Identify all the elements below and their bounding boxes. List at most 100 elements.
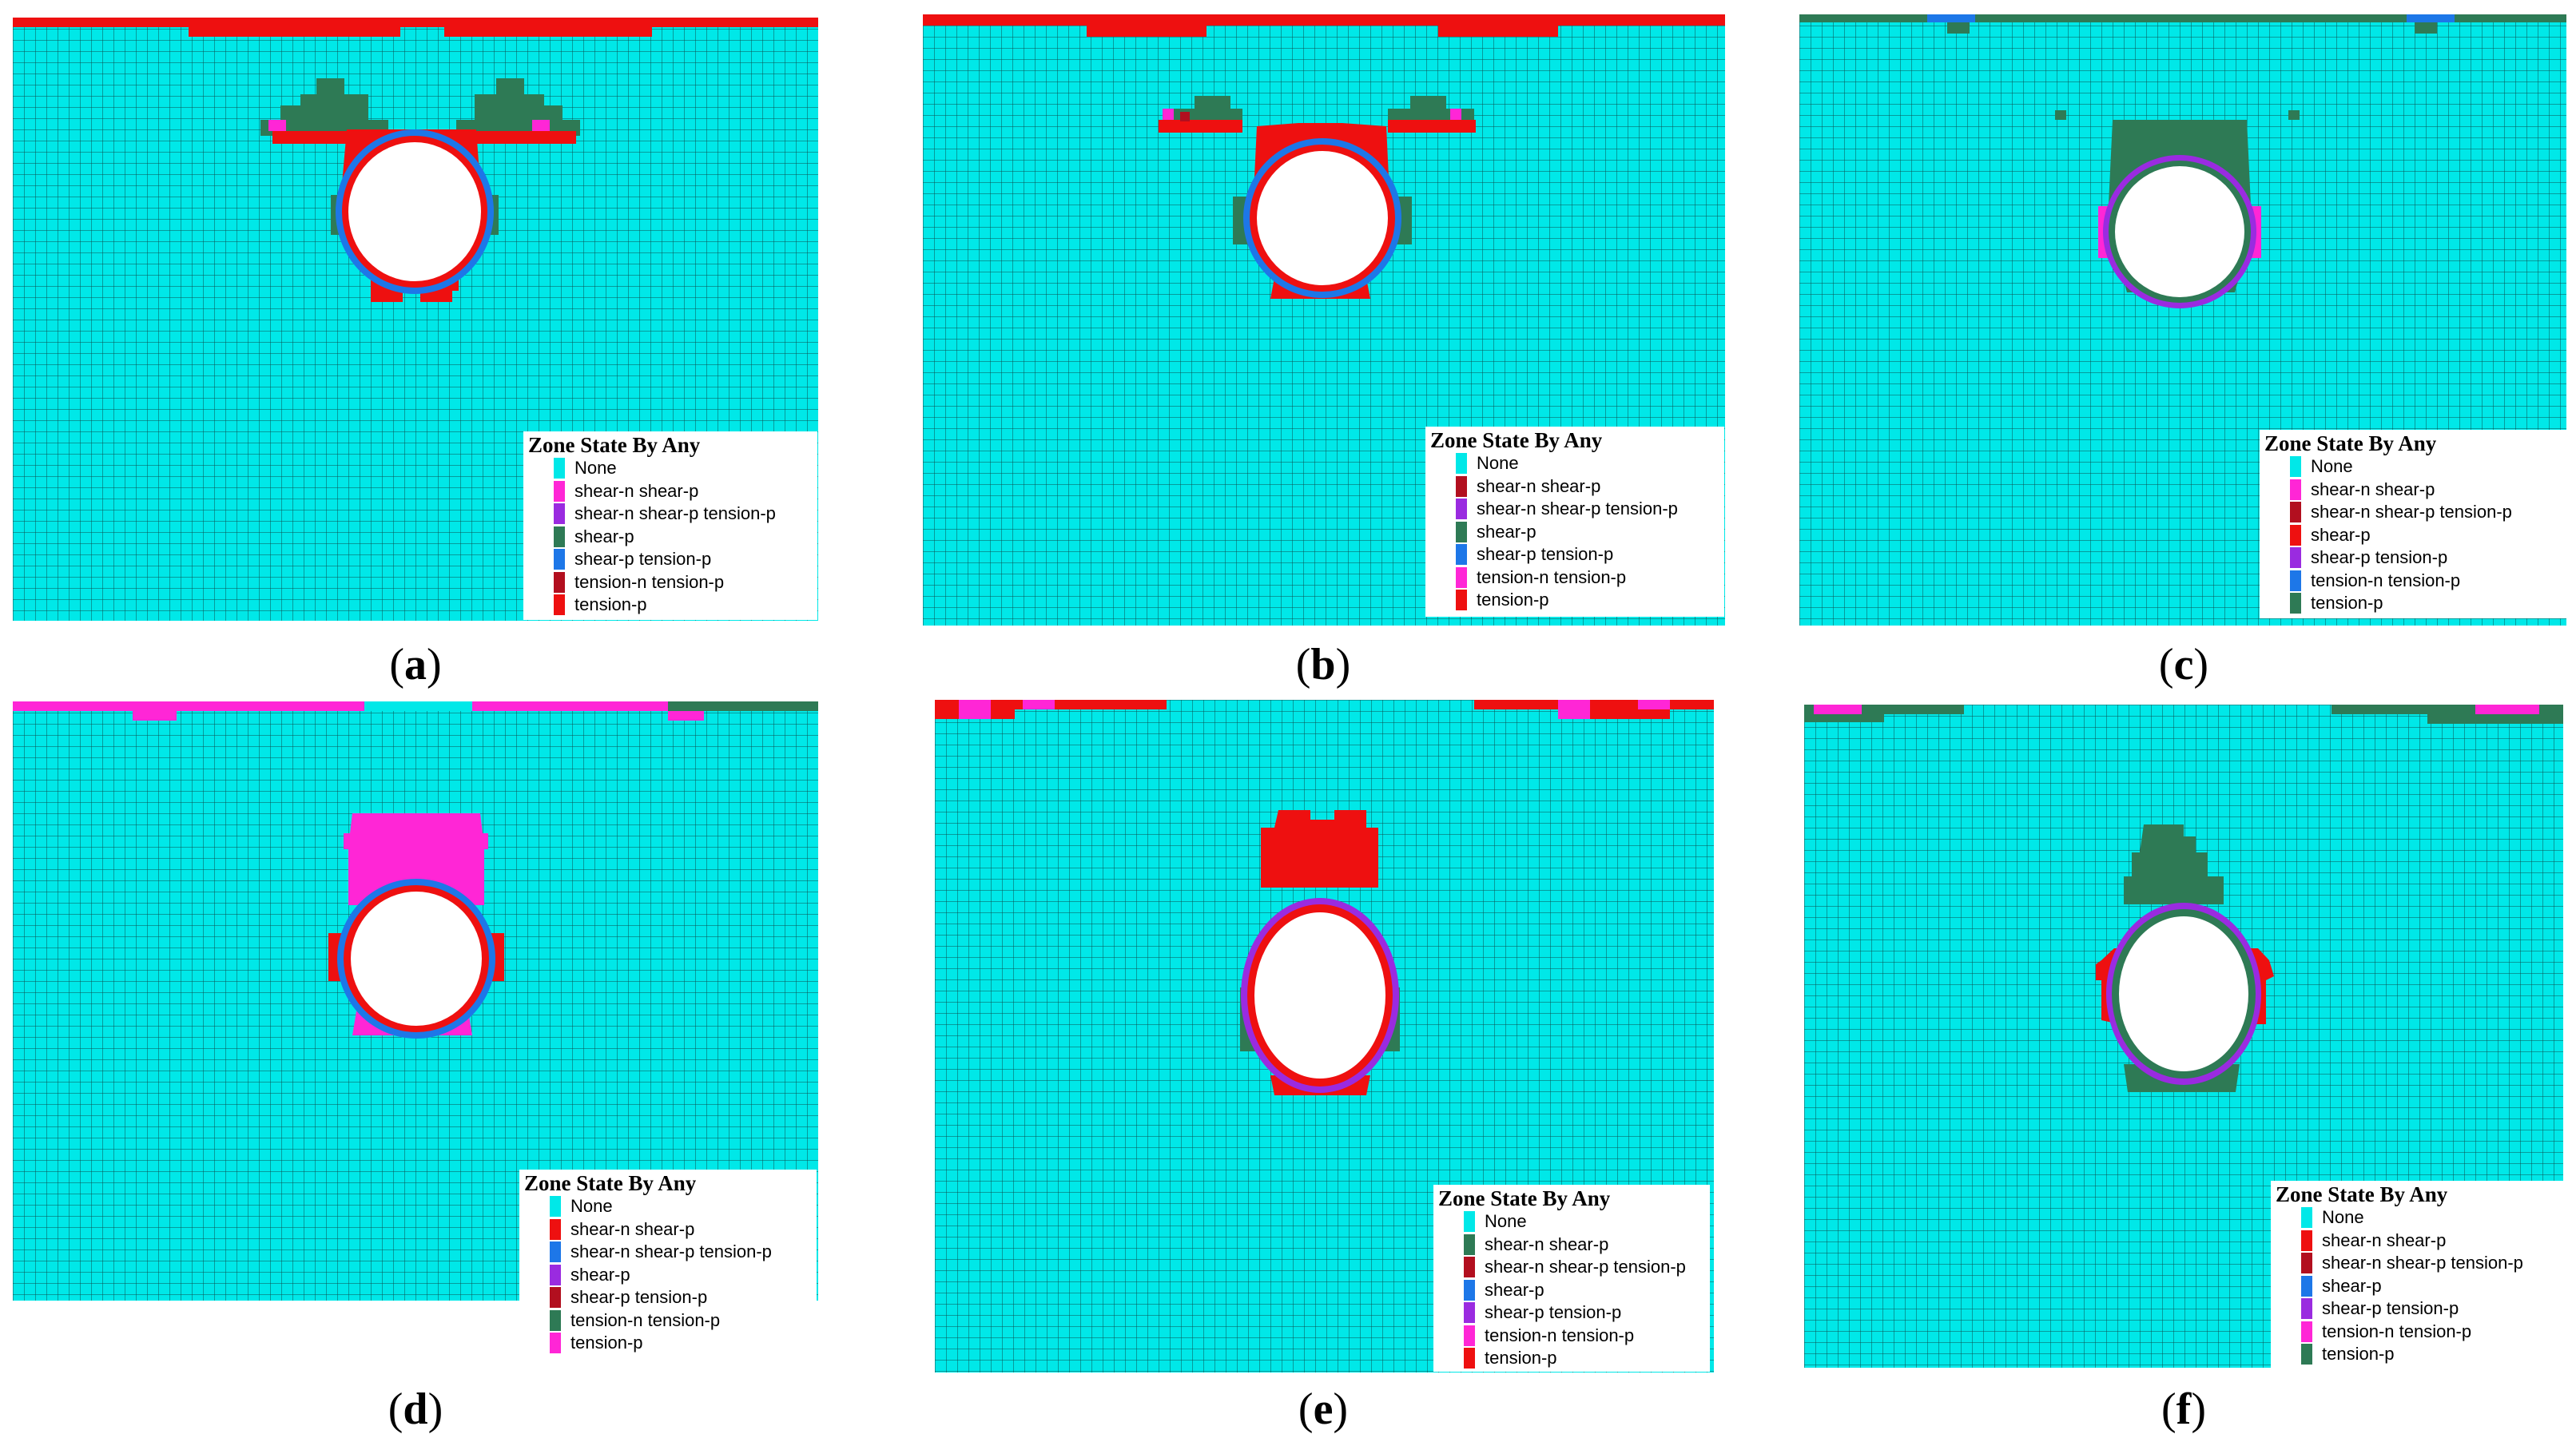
legend-item: shear-n shear-p [2264, 479, 2563, 502]
legend-item: shear-n shear-p [2276, 1230, 2562, 1253]
legend-item: shear-p tension-p [528, 548, 814, 571]
panel-f-legend: Zone State By Any None shear-n shear-p s… [2271, 1181, 2565, 1369]
legend-item: shear-n shear-p tension-p [2264, 501, 2563, 524]
legend-swatch [1456, 475, 1467, 497]
legend-item: shear-n shear-p tension-p [1430, 498, 1721, 521]
legend-swatch [1464, 1348, 1475, 1369]
panel-b-caption: (b) [1295, 640, 1351, 689]
panel-a-mesh [13, 18, 818, 621]
legend-item: shear-p [528, 526, 814, 549]
legend-swatch [1464, 1302, 1475, 1324]
legend-swatch [1456, 566, 1467, 588]
legend-title: Zone State By Any [528, 433, 701, 457]
panel-d-caption: (d) [388, 1384, 443, 1434]
legend-item: shear-n shear-p tension-p [528, 503, 814, 526]
legend-swatch [2290, 502, 2301, 523]
legend-title: Zone State By Any [1438, 1186, 1611, 1210]
legend-item: shear-p tension-p [524, 1286, 813, 1309]
legend-item: tension-p [1430, 589, 1721, 612]
legend-swatch [2301, 1230, 2312, 1251]
legend-item: tension-p [1438, 1347, 1707, 1370]
legend-swatch [554, 458, 565, 479]
legend-swatch [1456, 590, 1467, 611]
legend-item: None [524, 1195, 813, 1218]
legend-item: tension-p [528, 594, 814, 617]
legend-swatch [550, 1196, 561, 1218]
legend-swatch [554, 503, 565, 525]
panel-c-legend: Zone State By Any None shear-n shear-p s… [2260, 430, 2566, 618]
legend-item: shear-p [1438, 1279, 1707, 1302]
legend-item: shear-n shear-p [1438, 1234, 1707, 1257]
legend-swatch [2301, 1253, 2312, 1274]
legend-swatch [550, 1241, 561, 1263]
legend-item: shear-n shear-p tension-p [1438, 1256, 1707, 1279]
legend-swatch [1456, 499, 1467, 520]
legend-swatch [1464, 1279, 1475, 1301]
legend-item: tension-p [2264, 592, 2563, 615]
legend-swatch [1464, 1325, 1475, 1346]
legend-item: shear-n shear-p [528, 480, 814, 503]
legend-swatch [2301, 1207, 2312, 1229]
legend-swatch [2290, 524, 2301, 546]
legend-item: shear-p tension-p [1438, 1301, 1707, 1325]
legend-swatch [550, 1287, 561, 1309]
legend-swatch [554, 480, 565, 502]
panel-e-legend: Zone State By Any None shear-n shear-p s… [1433, 1185, 1710, 1372]
legend-item: tension-p [524, 1332, 813, 1355]
legend-item: tension-n tension-p [2276, 1321, 2562, 1344]
legend-item: tension-n tension-p [1438, 1325, 1707, 1348]
legend-swatch [550, 1333, 561, 1354]
legend-item: tension-n tension-p [528, 571, 814, 594]
panel-f-caption: (f) [2161, 1384, 2206, 1434]
panel-e-caption: (e) [1298, 1384, 1349, 1434]
legend-swatch [550, 1264, 561, 1285]
legend-swatch [554, 526, 565, 547]
legend-item: tension-n tension-p [524, 1309, 813, 1333]
legend-item: shear-p [2276, 1275, 2562, 1298]
legend-swatch [2301, 1344, 2312, 1365]
legend-title: Zone State By Any [1430, 428, 1603, 452]
legend-item: shear-p [524, 1264, 813, 1287]
legend-item: shear-n shear-p tension-p [524, 1241, 813, 1264]
panel-a-legend: Zone State By Any None shear-n shear-p s… [523, 431, 817, 620]
legend-item: shear-n shear-p tension-p [2276, 1252, 2562, 1275]
legend-item: shear-p [2264, 524, 2563, 547]
legend-swatch [550, 1218, 561, 1240]
legend-item: shear-p tension-p [2264, 546, 2563, 570]
legend-title: Zone State By Any [524, 1171, 697, 1195]
legend-item: shear-n shear-p [524, 1218, 813, 1241]
legend-swatch [1464, 1257, 1475, 1278]
legend-swatch [2301, 1275, 2312, 1297]
legend-item: shear-p tension-p [2276, 1297, 2562, 1321]
legend-item: tension-n tension-p [2264, 570, 2563, 593]
legend-swatch [2301, 1321, 2312, 1342]
legend-swatch [2290, 479, 2301, 500]
legend-swatch [554, 571, 565, 593]
legend-item: shear-p [1430, 521, 1721, 544]
legend-swatch [550, 1309, 561, 1331]
legend-item: tension-n tension-p [1430, 566, 1721, 590]
legend-swatch [2290, 547, 2301, 569]
legend-swatch [2290, 593, 2301, 614]
legend-title: Zone State By Any [2276, 1182, 2448, 1206]
legend-item: shear-n shear-p [1430, 475, 1721, 499]
legend-swatch [2290, 570, 2301, 591]
legend-item: tension-p [2276, 1343, 2562, 1366]
legend-title: Zone State By Any [2264, 431, 2437, 455]
legend-swatch [1464, 1234, 1475, 1255]
legend-swatch [554, 549, 565, 570]
legend-item: None [2264, 455, 2563, 479]
panel-a-caption: (a) [389, 640, 442, 689]
legend-item: None [2276, 1206, 2562, 1230]
legend-swatch [1456, 521, 1467, 542]
legend-item: shear-p tension-p [1430, 543, 1721, 566]
legend-swatch [554, 594, 565, 616]
panel-d-legend: Zone State By Any None shear-n shear-p s… [519, 1170, 817, 1358]
panel-b-legend: Zone State By Any None shear-n shear-p s… [1425, 427, 1724, 617]
legend-item: None [528, 457, 814, 480]
legend-swatch [2290, 456, 2301, 478]
panel-c-caption: (c) [2158, 640, 2209, 689]
legend-item: None [1430, 452, 1721, 475]
legend-swatch [1456, 544, 1467, 566]
panel-e-mesh [935, 700, 1714, 1373]
